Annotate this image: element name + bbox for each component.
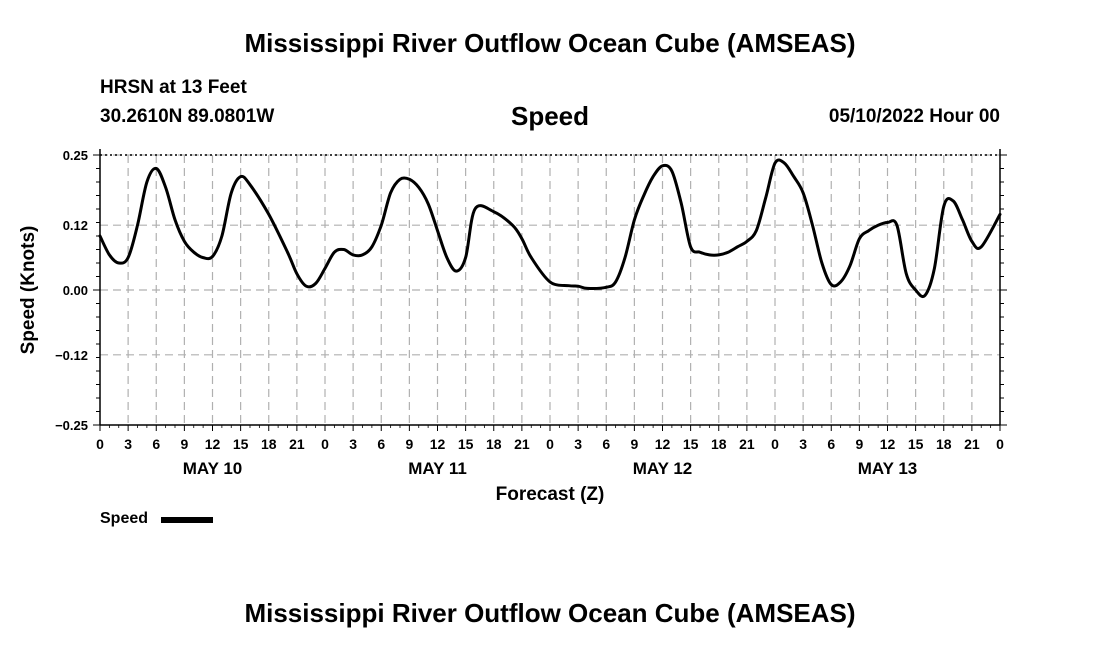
- x-axis-title: Forecast (Z): [496, 484, 605, 505]
- legend-swatch: [161, 517, 213, 523]
- legend-label: Speed: [100, 510, 149, 527]
- y-tick-label: 0.25: [63, 148, 88, 163]
- x-tick-label: 6: [152, 436, 160, 452]
- x-tick-label: 12: [205, 436, 221, 452]
- forecast-datetime: 05/10/2022 Hour 00: [828, 106, 1000, 127]
- series-line-speed: [98, 158, 1002, 299]
- y-axis-title: Speed (Knots): [18, 226, 39, 355]
- x-tick-label: 21: [964, 436, 980, 452]
- y-tick-label: 0.00: [63, 283, 88, 298]
- station-coordinates: 30.2610N 89.0801W: [100, 106, 275, 127]
- x-day-label: MAY 10: [183, 459, 243, 478]
- x-tick-label: 12: [655, 436, 671, 452]
- x-day-label: MAY 12: [633, 459, 693, 478]
- y-tick-label: −0.25: [55, 418, 88, 433]
- x-tick-label: 15: [233, 436, 249, 452]
- x-tick-label: 21: [739, 436, 755, 452]
- x-day-label: MAY 11: [408, 459, 467, 478]
- x-tick-label: 9: [855, 436, 863, 452]
- x-tick-label: 3: [574, 436, 582, 452]
- x-tick-label: 21: [514, 436, 530, 452]
- x-tick-label: 6: [827, 436, 835, 452]
- y-tick-label: −0.12: [55, 348, 88, 363]
- x-tick-label: 9: [180, 436, 188, 452]
- x-tick-label: 12: [430, 436, 446, 452]
- x-tick-label: 18: [486, 436, 502, 452]
- grid-layer: [100, 154, 1000, 425]
- x-tick-label: 18: [261, 436, 277, 452]
- x-tick-label: 6: [602, 436, 610, 452]
- x-tick-label: 18: [936, 436, 952, 452]
- x-tick-label: 15: [458, 436, 474, 452]
- x-tick-label: 0: [96, 436, 104, 452]
- x-tick-label: 9: [630, 436, 638, 452]
- footer-chart-title: Mississippi River Outflow Ocean Cube (AM…: [244, 598, 856, 628]
- x-day-label: MAY 13: [858, 459, 918, 478]
- labels-layer: 0.25 0.12 0.00 −0.12 −0.25 0 3 6 9 12 15 18 21 0 3 6 9 12…: [18, 148, 1004, 505]
- station-label: HRSN at 13 Feet: [100, 77, 247, 98]
- ticks-layer: [93, 154, 1007, 431]
- x-tick-label: 21: [289, 436, 305, 452]
- x-tick-label: 6: [377, 436, 385, 452]
- x-tick-label: 3: [799, 436, 807, 452]
- y-tick-label: 0.12: [63, 218, 88, 233]
- x-tick-label: 9: [405, 436, 413, 452]
- x-tick-label: 0: [771, 436, 779, 452]
- x-tick-label: 15: [683, 436, 699, 452]
- series-layer: [98, 158, 1002, 299]
- x-tick-label: 3: [349, 436, 357, 452]
- x-tick-label: 0: [996, 436, 1004, 452]
- variable-title: Speed: [510, 101, 590, 131]
- x-tick-label: 12: [880, 436, 896, 452]
- chart-main-title: Mississippi River Outflow Ocean Cube (AM…: [244, 28, 856, 58]
- x-tick-label: 18: [711, 436, 727, 452]
- x-tick-label: 0: [546, 436, 554, 452]
- x-tick-label: 3: [124, 436, 132, 452]
- x-tick-label: 0: [321, 436, 329, 452]
- x-tick-label: 15: [908, 436, 924, 452]
